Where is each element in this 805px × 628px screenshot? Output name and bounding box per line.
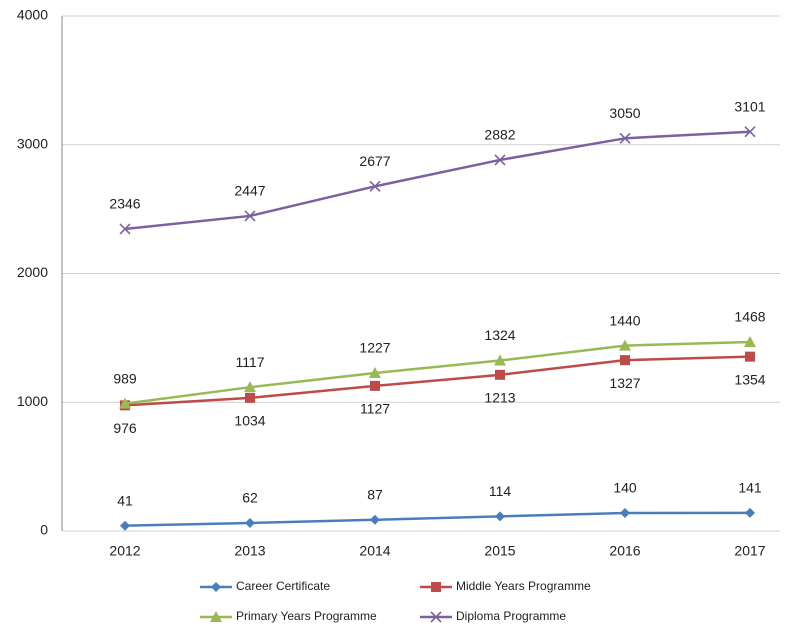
x-tick-label: 2016	[609, 543, 640, 559]
legend-marker	[430, 611, 442, 623]
legend-marker	[210, 611, 222, 622]
x-tick-label: 2017	[734, 543, 765, 559]
marker	[370, 514, 380, 525]
data-label: 140	[613, 480, 637, 496]
marker	[619, 339, 631, 351]
marker	[495, 369, 505, 380]
legend-label: Middle Years Programme	[456, 579, 591, 593]
data-label: 2447	[234, 183, 265, 199]
marker	[119, 223, 131, 235]
marker	[495, 511, 505, 522]
legend-label: Primary Years Programme	[236, 609, 377, 623]
y-tick-label: 2000	[17, 264, 48, 280]
marker	[244, 381, 256, 393]
data-label: 989	[113, 370, 137, 386]
data-label: 1213	[484, 390, 515, 406]
data-label: 1354	[734, 371, 765, 387]
series-line	[124, 130, 751, 231]
data-label: 1227	[359, 340, 390, 356]
legend-label: Career Certificate	[236, 579, 330, 593]
marker	[744, 126, 756, 138]
marker	[619, 132, 631, 144]
marker	[120, 520, 130, 531]
marker	[370, 380, 380, 391]
data-label: 1127	[360, 401, 390, 417]
legend-marker	[211, 582, 221, 592]
y-tick-label: 0	[40, 522, 48, 538]
marker	[494, 354, 506, 366]
data-label: 976	[113, 420, 137, 436]
marker	[620, 507, 630, 518]
y-tick-label: 1000	[17, 393, 48, 409]
data-label: 3101	[734, 98, 765, 114]
series-line	[124, 511, 751, 527]
marker	[745, 507, 755, 518]
x-tick-label: 2012	[109, 543, 140, 559]
data-label: 114	[489, 483, 512, 499]
data-label: 1034	[234, 413, 265, 429]
marker	[745, 351, 755, 362]
marker	[744, 335, 756, 347]
data-label: 2677	[359, 153, 390, 169]
series-line	[124, 355, 751, 407]
data-label: 62	[242, 490, 258, 506]
legend-label: Diploma Programme	[456, 609, 566, 623]
y-tick-label: 4000	[17, 7, 48, 23]
data-label: 1324	[484, 327, 515, 343]
x-tick-label: 2015	[484, 543, 515, 559]
data-label: 87	[367, 487, 383, 503]
marker	[369, 180, 381, 192]
x-tick-label: 2013	[234, 543, 265, 559]
data-label: 2346	[109, 196, 140, 212]
marker	[244, 210, 256, 222]
marker	[620, 355, 630, 366]
marker	[494, 154, 506, 166]
y-tick-label: 3000	[17, 135, 48, 151]
data-label: 141	[738, 480, 762, 496]
marker	[245, 518, 255, 529]
data-label: 1117	[235, 354, 264, 370]
marker	[369, 367, 381, 379]
marker	[245, 392, 255, 403]
data-label: 1327	[609, 375, 640, 391]
marker	[119, 397, 131, 409]
legend-marker	[431, 582, 441, 592]
data-label: 41	[117, 492, 133, 508]
data-label: 1440	[609, 312, 640, 328]
data-label: 3050	[609, 105, 640, 121]
data-label: 2882	[484, 127, 515, 143]
series-line	[124, 340, 751, 405]
x-tick-label: 2014	[359, 543, 390, 559]
data-label: 1468	[734, 309, 765, 325]
